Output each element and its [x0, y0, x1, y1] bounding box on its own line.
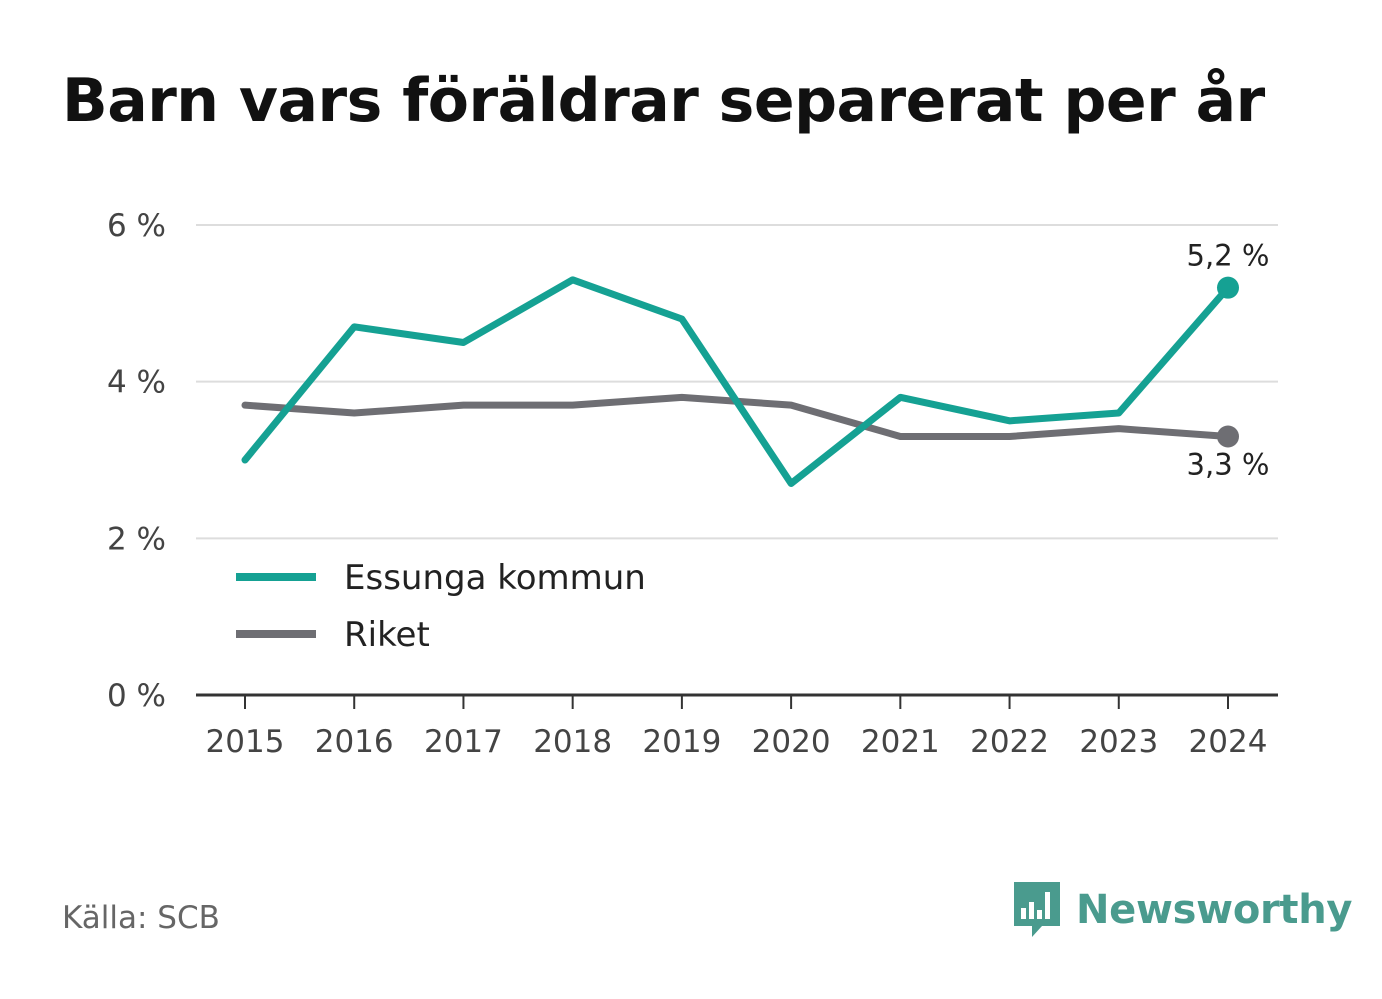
data-labels: 5,2 % 3,3 % [1187, 239, 1270, 482]
grid-lines [196, 224, 1278, 540]
x-tick-label: 2022 [970, 724, 1049, 760]
x-tick-label: 2024 [1189, 724, 1268, 760]
x-tick-label: 2020 [752, 724, 831, 760]
series-lines [241, 276, 1239, 487]
x-tick-label: 2023 [1079, 724, 1158, 760]
end-marker [1217, 276, 1239, 299]
brand-name: Newsworthy [1076, 887, 1353, 933]
end-marker [1217, 425, 1239, 448]
legend-label: Riket [344, 615, 430, 655]
end-value-label: 3,3 % [1187, 448, 1270, 482]
legend-label: Essunga kommun [344, 558, 646, 598]
source-note: Källa: SCB [62, 900, 220, 936]
end-value-label: 5,2 % [1187, 239, 1270, 273]
newsworthy-bar-chart-icon [1014, 882, 1060, 937]
y-tick-label: 4 % [107, 365, 166, 401]
y-tick-label: 0 % [107, 678, 166, 714]
y-tick-label: 6 % [107, 208, 166, 244]
y-tick-label: 2 % [107, 521, 166, 557]
line-chart: 0 % 2 % 4 % 6 % 2015 2016 2017 2018 2019 2020 2021… [107, 208, 1278, 760]
x-tick-label: 2019 [642, 724, 721, 760]
x-tick-label: 2016 [315, 724, 394, 760]
axes: 0 % 2 % 4 % 6 % 2015 2016 2017 2018 2019 2020 2021… [107, 208, 1278, 760]
series-line [241, 276, 1232, 487]
x-tick-label: 2017 [424, 724, 503, 760]
x-tick-label: 2018 [533, 724, 612, 760]
legend: Essunga kommun Riket [236, 558, 646, 655]
x-tick-label: 2021 [861, 724, 940, 760]
brand-logo: Newsworthy [1012, 880, 1353, 940]
chart-title: Barn vars föräldrar separerat per år [62, 66, 1265, 136]
x-tick-label: 2015 [206, 724, 285, 760]
